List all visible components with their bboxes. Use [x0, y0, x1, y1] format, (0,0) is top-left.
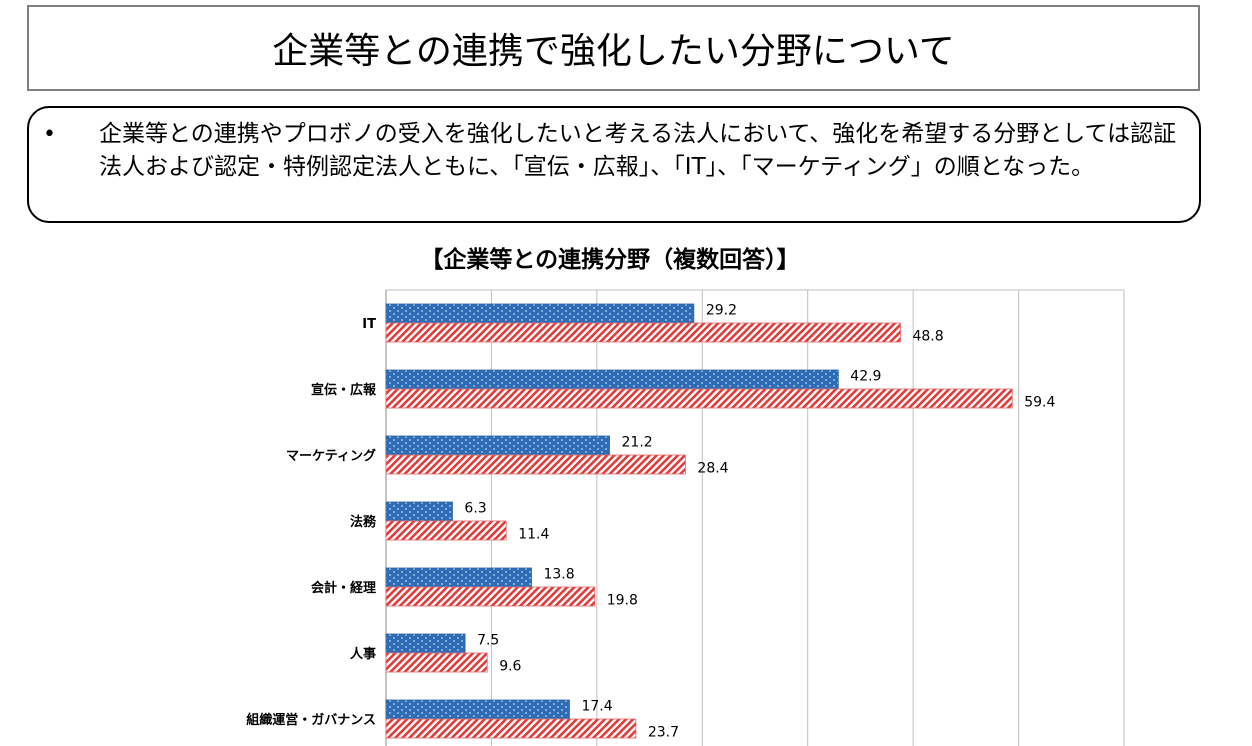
data-label: 21.2 [622, 435, 653, 451]
category-label: 宣伝・広報 [311, 382, 377, 398]
category-label: マーケティング [286, 448, 376, 464]
bar-series-1 [385, 435, 610, 456]
data-label: 29.2 [706, 303, 737, 319]
category-label: 人事 [350, 646, 376, 662]
bar-series-2 [385, 388, 1013, 409]
data-label: 28.4 [697, 461, 728, 477]
summary-box: • 企業等との連携やプロボノの受入を強化したいと考える法人において、強化を希望す… [27, 106, 1201, 223]
plot-area [385, 289, 1125, 746]
category-label: IT [362, 317, 376, 332]
data-label: 19.8 [607, 593, 638, 609]
slide-title: 企業等との連携で強化したい分野について [27, 5, 1200, 91]
bar-series-1 [385, 303, 695, 324]
data-label: 23.7 [648, 725, 679, 741]
bullet-marker: • [43, 122, 56, 147]
data-label: 59.4 [1024, 395, 1055, 411]
bar-series-2 [385, 652, 488, 673]
data-label: 48.8 [912, 329, 943, 345]
data-label: 42.9 [850, 369, 881, 385]
bar-series-1 [385, 369, 839, 390]
bar-series-2 [385, 718, 637, 739]
bar-series-2 [385, 322, 901, 343]
category-label: 組織運営・ガバナンス [246, 712, 376, 728]
bar-series-2 [385, 586, 596, 607]
data-label: 6.3 [464, 501, 486, 517]
summary-text: 企業等との連携やプロボノの受入を強化したいと考える法人において、強化を希望する分… [99, 121, 1177, 180]
data-label: 13.8 [543, 567, 574, 583]
category-label: 会計・経理 [311, 580, 376, 596]
category-label: 法務 [350, 514, 377, 530]
data-label: 9.6 [499, 659, 521, 675]
bar-series-1 [385, 633, 466, 654]
bar-series-2 [385, 520, 507, 541]
data-label: 17.4 [581, 699, 612, 715]
bar-series-1 [385, 567, 532, 588]
bar-series-1 [385, 699, 570, 720]
bar-series-1 [385, 501, 453, 522]
data-label: 11.4 [518, 527, 549, 543]
chart-title: 【企業等との連携分野（複数回答）】 [420, 247, 800, 273]
data-label: 7.5 [477, 633, 499, 649]
bar-series-2 [385, 454, 686, 475]
